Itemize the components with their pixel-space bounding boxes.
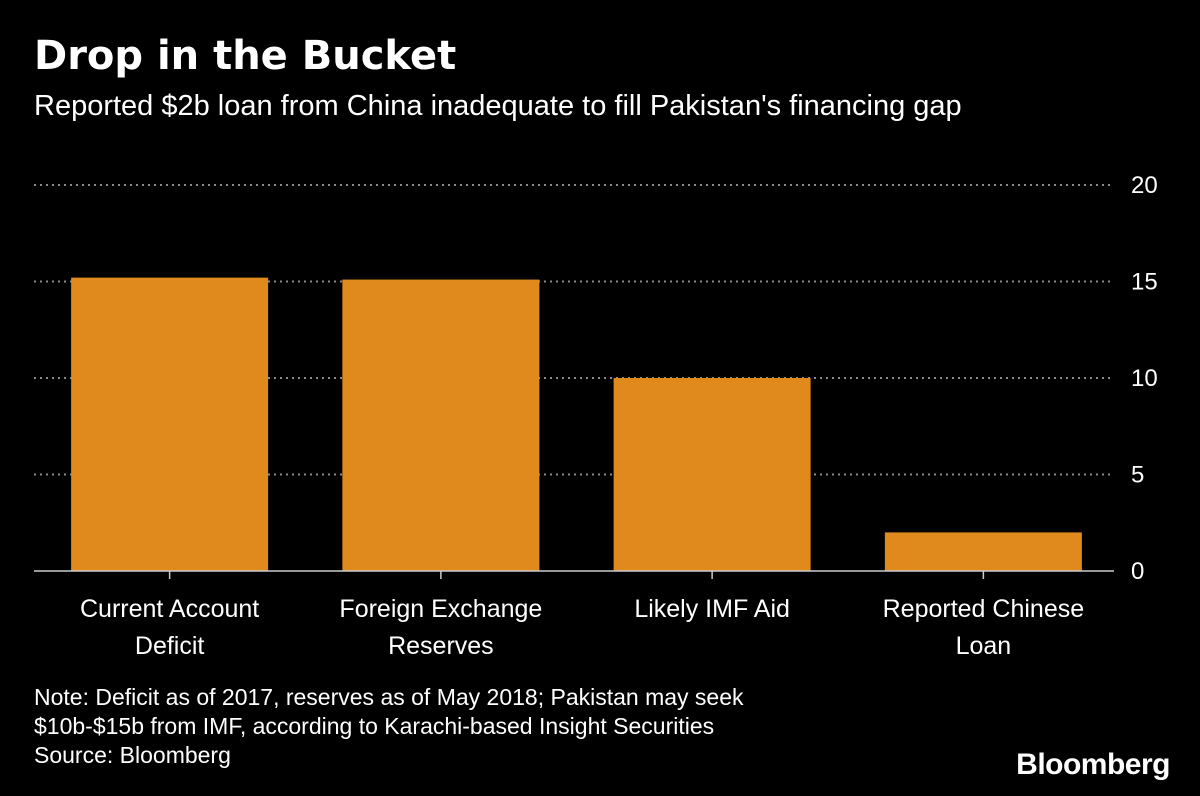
y-tick-label-20: 20 <box>1131 172 1158 199</box>
bar-3 <box>613 378 811 571</box>
y-tick-labels: 0 5 10 15 20 <box>1131 172 1158 585</box>
chart-title: Drop in the Bucket <box>34 33 457 79</box>
y-tick-label-10: 10 <box>1131 365 1158 392</box>
footnote: Note: Deficit as of 2017, reserves as of… <box>34 683 954 770</box>
y-tick-label-0: 0 <box>1131 558 1144 585</box>
y-tick-label-15: 15 <box>1131 269 1158 296</box>
note-line-1: Note: Deficit as of 2017, reserves as of… <box>34 684 744 710</box>
bar-chart: 0 5 10 15 20 Current Account Deficit Foreign E… <box>34 172 1158 660</box>
y-tick-label-5: 5 <box>1131 462 1144 489</box>
bar-1 <box>71 277 269 571</box>
source-line: Source: Bloomberg <box>34 742 231 768</box>
bloomberg-logo: Bloomberg <box>1016 748 1170 781</box>
chart-subtitle: Reported $2b loan from China inadequate … <box>34 90 962 122</box>
x-tick-label-3: Likely IMF Aid <box>634 595 790 623</box>
bars <box>71 277 1082 571</box>
bar-4 <box>884 532 1082 571</box>
x-tick-label-1: Current Account Deficit <box>80 595 259 660</box>
x-tick-labels: Current Account Deficit Foreign Exchange Re… <box>80 595 1084 660</box>
x-tick-label-2: Foreign Exchange Reserves <box>339 595 542 660</box>
bar-2 <box>342 279 540 571</box>
x-tick-label-4: Reported Chinese Loan <box>883 595 1085 660</box>
x-axis <box>34 570 1114 579</box>
note-line-2: $10b-$15b from IMF, according to Karachi… <box>34 713 715 739</box>
